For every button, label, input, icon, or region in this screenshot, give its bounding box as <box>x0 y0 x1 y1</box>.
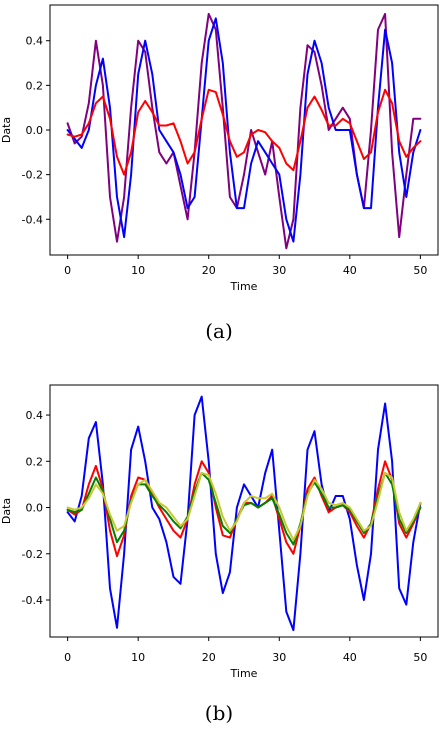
x-tick-label-2: 20 <box>202 651 216 664</box>
panel-caption: (b) <box>205 701 233 725</box>
series-line-0 <box>66 395 422 632</box>
x-tick-label-2: 20 <box>202 264 216 277</box>
x-tick-label-5: 50 <box>413 264 427 277</box>
y-tick-label-0: -0.4 <box>22 213 43 226</box>
series-line-1 <box>66 17 422 243</box>
plot-frame <box>49 4 439 256</box>
x-tick-label-3: 30 <box>272 264 286 277</box>
y-tick-label-4: 0.4 <box>26 409 44 422</box>
y-tick-label-3: 0.2 <box>26 79 44 92</box>
y-tick-label-0: -0.4 <box>22 594 43 607</box>
x-tick-label-1: 10 <box>131 264 145 277</box>
x-tick-label-5: 50 <box>413 651 427 664</box>
x-tick-label-4: 40 <box>343 264 357 277</box>
x-axis-label: Time <box>230 280 258 293</box>
y-axis-label: Data <box>0 498 13 524</box>
y-tick-label-1: -0.2 <box>22 169 43 182</box>
panel-caption: (a) <box>205 319 233 343</box>
series-line-1 <box>66 460 422 558</box>
series-line-2 <box>66 88 422 176</box>
x-tick-label-3: 30 <box>272 651 286 664</box>
y-tick-label-3: 0.2 <box>26 455 44 468</box>
y-tick-label-2: 0.0 <box>26 502 44 515</box>
y-tick-label-2: 0.0 <box>26 124 44 137</box>
y-axis-label: Data <box>0 117 13 143</box>
x-axis-label: Time <box>230 667 258 680</box>
y-tick-label-1: -0.2 <box>22 548 43 561</box>
x-tick-label-4: 40 <box>343 651 357 664</box>
x-tick-label-0: 0 <box>64 651 71 664</box>
plot-frame <box>49 384 439 638</box>
chart-panel-b: 0 10 20 30 40 50 -0.4 -0.2 0.0 0.2 0.4 Time Data (b) <box>0 384 439 725</box>
x-tick-label-1: 10 <box>131 651 145 664</box>
x-tick-label-0: 0 <box>64 264 71 277</box>
y-tick-label-4: 0.4 <box>26 35 44 48</box>
series-line-3 <box>66 471 422 541</box>
chart-panel-a: 0 10 20 30 40 50 -0.4 -0.2 0.0 0.2 0.4 Time Data (a) <box>0 4 439 343</box>
